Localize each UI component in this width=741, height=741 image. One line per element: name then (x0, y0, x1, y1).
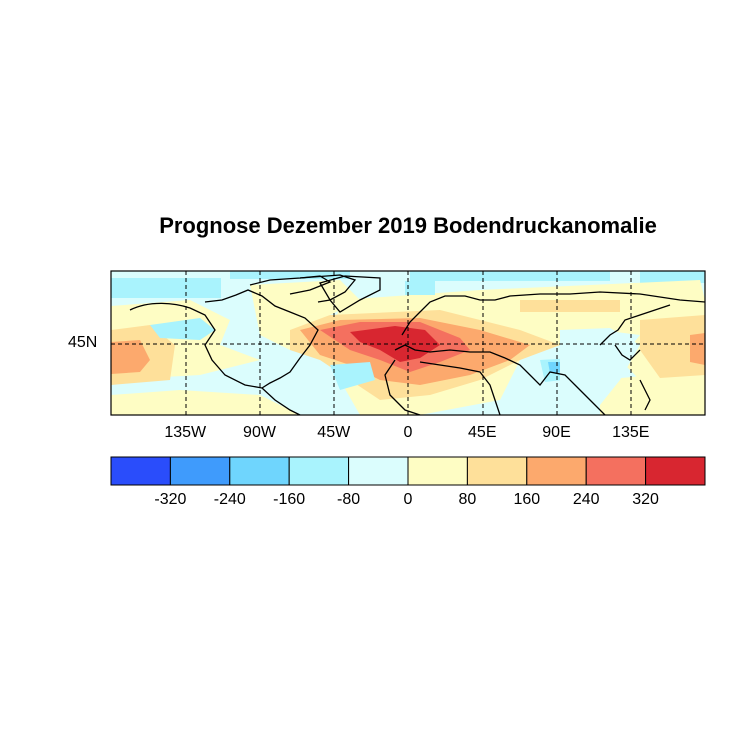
colorbar-swatch (288, 456, 350, 486)
colorbar-tick-label: 80 (458, 491, 477, 508)
colorbar-swatch (585, 456, 647, 486)
chart-title: Prognose Dezember 2019 Bodendruckanomali… (159, 213, 657, 238)
colorbar-tick-label: 240 (572, 491, 600, 508)
colorbar-tick-label: -320 (154, 491, 187, 508)
colorbar-swatch (466, 456, 528, 486)
colorbar-swatch (348, 456, 409, 486)
colorbar-tick-label: 320 (632, 491, 659, 508)
colorbar-tick-label: -80 (337, 491, 361, 508)
colorbar-tick-label: -240 (213, 491, 246, 508)
colorbar-tick-label: -160 (273, 491, 306, 508)
lon-label: 45W (317, 424, 351, 441)
colorbar (110, 456, 706, 486)
lon-label: 90E (542, 424, 571, 441)
colorbar-swatch (407, 456, 468, 486)
lon-label: 0 (403, 424, 413, 441)
colorbar-swatch (526, 456, 587, 486)
lon-label: 135W (164, 424, 207, 441)
colorbar-swatch (645, 456, 706, 486)
colorbar-swatch (169, 456, 231, 486)
lon-label: 45E (468, 424, 497, 441)
colorbar-tick-label: 0 (403, 491, 413, 508)
colorbar-swatch (229, 456, 290, 486)
lon-label: 90W (243, 424, 276, 441)
map-frame (110, 270, 706, 416)
lon-label: 135E (612, 424, 650, 441)
coastlines (129, 274, 705, 415)
lat-label: 45N (68, 334, 98, 351)
colorbar-swatch (110, 456, 171, 486)
gridlines (111, 271, 705, 415)
colorbar-tick-label: 160 (513, 491, 541, 508)
